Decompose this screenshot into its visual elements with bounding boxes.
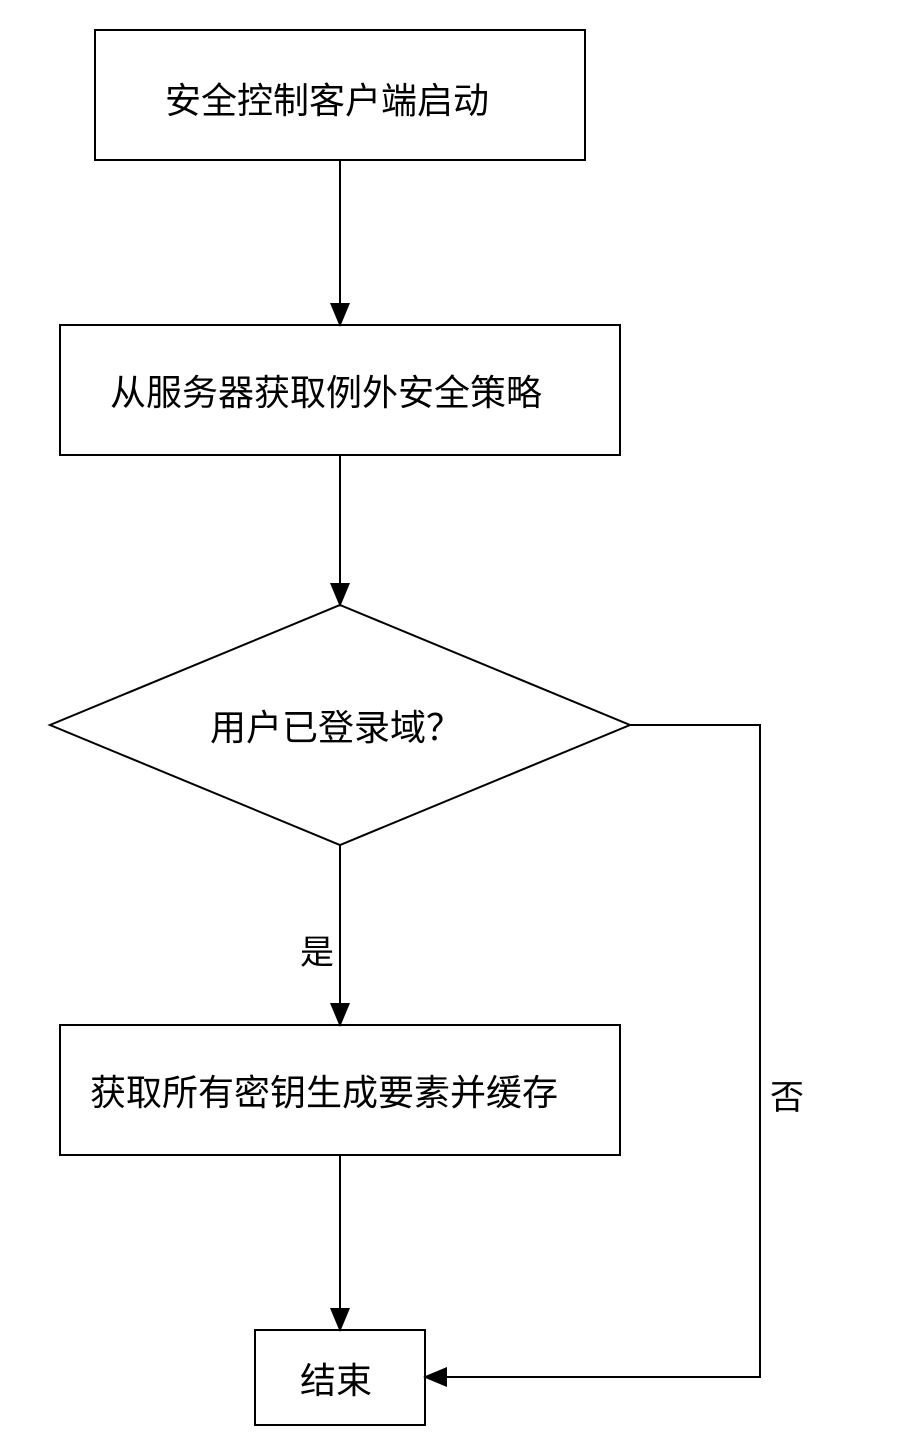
label-cache-keys: 获取所有密钥生成要素并缓存 bbox=[90, 1070, 558, 1117]
edge-label-yes: 是 bbox=[300, 925, 334, 974]
label-decision: 用户已登录域？ bbox=[210, 705, 462, 752]
label-end: 结束 bbox=[300, 1358, 372, 1405]
edge-label-no: 否 bbox=[770, 1070, 804, 1119]
edge-decision-no bbox=[425, 725, 760, 1377]
label-start: 安全控制客户端启动 bbox=[165, 78, 489, 125]
label-fetch-policy: 从服务器获取例外安全策略 bbox=[110, 370, 542, 417]
